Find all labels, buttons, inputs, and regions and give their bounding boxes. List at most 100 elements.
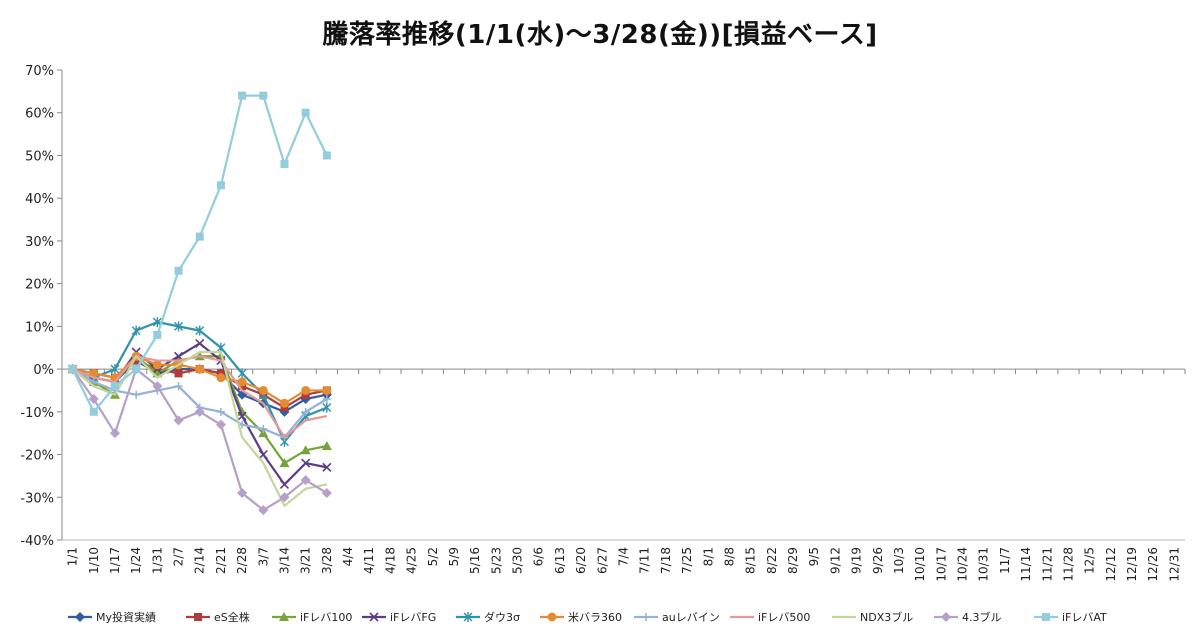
y-tick-label: 40% (25, 192, 54, 207)
x-tick-label: 8/15 (744, 547, 758, 574)
x-tick-label: 8/1 (701, 547, 715, 566)
data-point (279, 492, 290, 503)
legend: My投資実績 eS全株 iFレバ100 iFレバFG ダウ3σ 米バラ360 auレバイン i… (68, 610, 1107, 624)
legend-label: 4.3ブル (962, 610, 1002, 624)
data-point (258, 449, 268, 460)
x-tick-label: 10/31 (977, 547, 991, 582)
y-tick-label: 50% (25, 149, 54, 164)
data-point (174, 321, 184, 332)
y-tick-label: 30% (25, 235, 54, 250)
y-tick-label: 0% (33, 363, 54, 378)
x-tick-label: 11/28 (1061, 547, 1075, 582)
data-point (174, 369, 183, 378)
x-tick-label: 1/24 (129, 547, 143, 574)
x-tick-label: 3/21 (299, 547, 313, 574)
data-point (237, 377, 247, 387)
legend-label: auレバイン (662, 611, 720, 624)
x-tick-label: 10/24 (956, 547, 970, 582)
x-tick-label: 3/7 (256, 547, 270, 566)
data-point (195, 364, 205, 374)
data-point (195, 232, 204, 241)
legend-label: iFレバAT (1062, 611, 1107, 624)
x-tick-label: 5/9 (447, 547, 461, 566)
x-tick-label: 4/4 (341, 547, 355, 566)
legend-label: eS全株 (214, 610, 250, 624)
y-tick-label: -20% (20, 449, 54, 464)
data-point (322, 385, 332, 395)
x-tick-label: 5/2 (426, 547, 440, 566)
data-point (321, 441, 332, 450)
legend-item: auレバイン (634, 611, 720, 624)
data-point (89, 407, 98, 416)
data-point (195, 325, 205, 336)
legend-item: iFレバ500 (730, 611, 810, 624)
chart-title: 騰落率推移(1/1(水)～3/28(金))[損益ベース] (322, 20, 878, 50)
x-tick-label: 4/18 (383, 547, 397, 574)
x-tick-label: 6/13 (553, 547, 567, 574)
x-tick-label: 7/25 (680, 547, 694, 574)
legend-marker (642, 613, 650, 621)
data-point (280, 160, 289, 168)
x-tick-label: 12/26 (1146, 547, 1160, 582)
data-point (153, 330, 162, 339)
x-tick-label: 9/26 (871, 547, 885, 574)
legend-item: NDX3ブル (832, 610, 913, 624)
x-tick-label: 4/25 (405, 547, 419, 574)
x-tick-label: 3/28 (320, 547, 334, 574)
data-point (152, 360, 162, 370)
data-point (174, 266, 183, 275)
x-tick-label: 12/5 (1083, 547, 1097, 574)
data-point (301, 407, 310, 416)
data-point (237, 368, 247, 379)
x-tick-label: 10/3 (892, 547, 906, 574)
data-point (279, 458, 290, 468)
y-tick-label: 10% (25, 320, 54, 335)
x-tick-label: 2/14 (193, 547, 207, 574)
legend-item: iFレバAT (1034, 611, 1107, 624)
data-point (215, 419, 226, 430)
data-point (110, 382, 119, 391)
data-point (279, 398, 289, 408)
data-point (132, 365, 141, 374)
data-point (173, 415, 184, 426)
legend-marker (279, 612, 289, 621)
x-tick-label: 7/4 (617, 547, 631, 566)
data-point (301, 108, 310, 117)
data-point (88, 394, 99, 404)
x-tick-label: 11/14 (1019, 547, 1033, 582)
legend-marker (1042, 613, 1050, 621)
data-point (238, 91, 247, 100)
x-tick-label: 2/7 (172, 547, 186, 566)
y-tick-label: -10% (20, 406, 54, 421)
x-tick-label: 6/6 (532, 547, 546, 566)
data-point (216, 181, 225, 190)
x-tick-label: 8/29 (786, 547, 800, 574)
series-line (72, 355, 327, 405)
x-tick-label: 1/17 (108, 547, 122, 574)
data-point (237, 411, 247, 421)
x-tick-label: 12/31 (1167, 547, 1181, 582)
data-point (216, 373, 226, 383)
data-point (194, 406, 205, 417)
legend-label: NDX3ブル (860, 610, 913, 624)
data-point (322, 462, 332, 472)
legend-marker (547, 612, 557, 622)
y-tick-label: 60% (25, 107, 54, 122)
series-line (72, 355, 328, 439)
x-tick-label: 10/17 (934, 547, 948, 582)
legend-marker (941, 612, 951, 622)
legend-label: iFレバ500 (758, 611, 810, 624)
data-point (300, 445, 311, 455)
x-tick-label: 12/12 (1104, 547, 1118, 582)
y-tick-label: -40% (20, 534, 54, 549)
series-line (71, 350, 328, 507)
x-tick-label: 2/28 (235, 547, 249, 574)
x-tick-label: 10/10 (913, 547, 927, 582)
y-tick-label: -30% (20, 491, 54, 506)
data-point (301, 458, 311, 468)
data-point (152, 381, 163, 392)
data-point (322, 395, 331, 403)
data-point (195, 338, 205, 349)
